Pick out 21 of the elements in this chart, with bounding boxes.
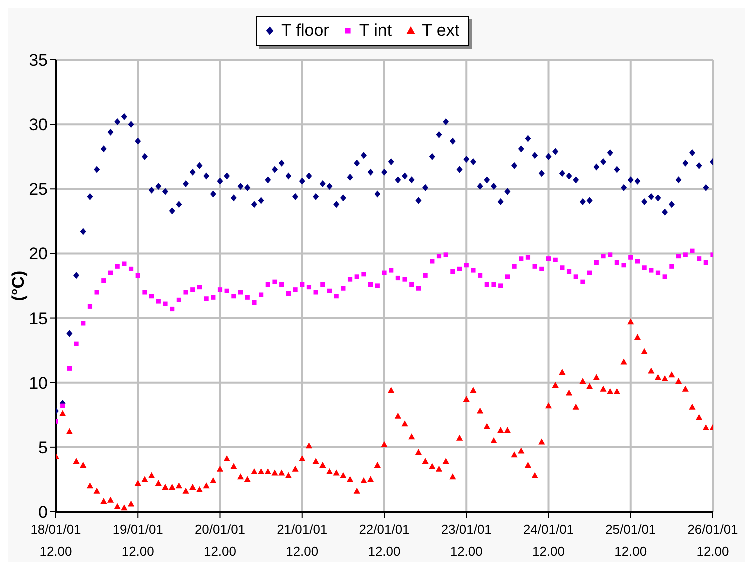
legend-label: T ext <box>422 21 460 41</box>
x-tick-label: 20/01/01 12.00 <box>194 522 246 559</box>
y-tick-label: 20 <box>29 244 48 264</box>
x-tick-label: 21/01/01 12.00 <box>277 522 328 559</box>
x-tick-label: 23/01/01 12.00 <box>441 522 492 559</box>
y-tick-label: 30 <box>29 116 48 135</box>
x-tick-label: 18/01/01 12.00 <box>30 522 82 559</box>
y-tick-label: 10 <box>29 374 48 393</box>
x-tick-label: 22/01/01 12.00 <box>359 522 410 559</box>
x-tick-label: 25/01/01 12.00 <box>606 522 656 559</box>
x-tick-label: 19/01/01 12.00 <box>112 522 164 559</box>
legend-label: T int <box>359 21 392 41</box>
y-tick-label: 35 <box>29 51 48 70</box>
y-tick-label: 25 <box>29 180 48 200</box>
x-tick-label: 26/01/01 12.00 <box>688 522 738 559</box>
legend-label: T floor <box>281 21 330 41</box>
y-tick-label: 0 <box>38 503 48 522</box>
y-tick-label: 15 <box>29 309 48 328</box>
y-axis-title: (°C) <box>9 270 28 302</box>
x-tick-label: 24/01/01 12.00 <box>523 522 574 559</box>
y-tick-label: 5 <box>38 438 48 458</box>
